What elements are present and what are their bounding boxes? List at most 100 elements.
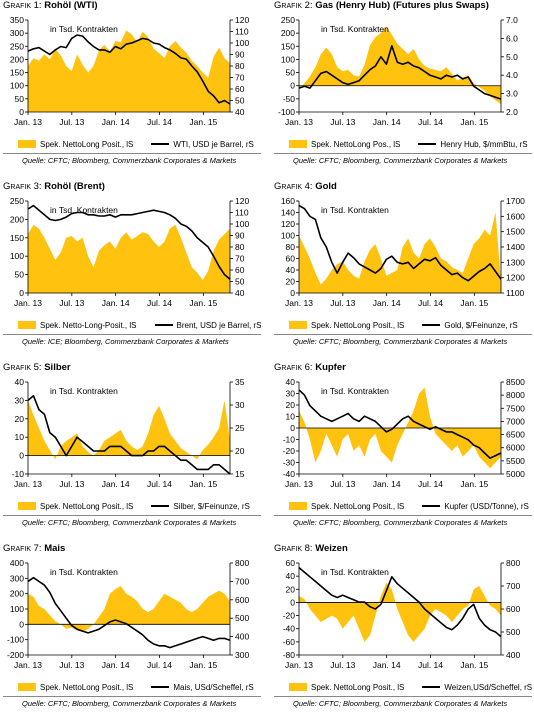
divider-rule: [3, 515, 261, 516]
x-tick-label: Jan. 13: [285, 298, 313, 308]
chart-source: Quelle: CFTC; Bloomberg, Commerzbank Cor…: [22, 518, 236, 527]
right-tick-label: 1300: [506, 257, 525, 267]
right-tick-label: 60: [235, 265, 245, 275]
chart-source: Quelle: CFTC; Bloomberg, Commerzbank Cor…: [22, 156, 236, 165]
right-tick-label: 100: [235, 219, 249, 229]
right-tick-label: 1700: [506, 196, 525, 206]
right-tick-label: 120: [235, 15, 249, 25]
divider-rule: [274, 515, 532, 516]
left-tick-label: -20: [283, 446, 296, 456]
left-tick-label: 10: [15, 432, 25, 442]
chart-title: Grafik 8: Weizen: [274, 543, 348, 554]
divider-rule: [3, 334, 261, 335]
legend-line-label: Weizen,USd/Scheffel, rS: [444, 683, 532, 692]
positions-area: [28, 31, 230, 113]
left-tick-label: 0: [290, 423, 295, 433]
legend-area-swatch: [18, 683, 36, 691]
legend-area-swatch: [18, 502, 36, 510]
left-tick-label: 30: [286, 389, 296, 399]
x-tick-label: Jan. 15: [189, 117, 217, 127]
right-tick-label: 40: [235, 288, 245, 298]
x-tick-label: Jul. 13: [330, 298, 355, 308]
positions-area: [28, 400, 230, 459]
legend-area-label: Spek. NettoLong Pos., lS: [311, 140, 400, 149]
left-tick-label: -40: [283, 624, 296, 634]
left-tick-label: 40: [286, 571, 296, 581]
right-tick-label: 400: [235, 632, 249, 642]
left-tick-label: 100: [281, 54, 295, 64]
legend-line-label: Silber, $/Feinunze, rS: [173, 502, 249, 511]
chart-source: Quelle: ICE; Bloomberg, Commerzbank Corp…: [22, 337, 229, 346]
left-tick-label: -50: [283, 94, 296, 104]
right-tick-label: 5.0: [506, 52, 518, 62]
left-tick-label: 0: [290, 81, 295, 91]
legend-line-label: Mais, USd/Scheffel, rS: [173, 683, 253, 692]
left-tick-label: 400: [10, 558, 24, 568]
legend-line-swatch: [418, 143, 436, 145]
right-tick-label: 60: [235, 84, 245, 94]
right-tick-label: 20: [235, 446, 245, 456]
x-tick-label: Jan. 15: [460, 117, 488, 127]
left-tick-label: 40: [15, 377, 25, 387]
chart-svg: 0204060801001201401601100120013001400150…: [271, 193, 534, 323]
right-tick-label: 25: [235, 423, 245, 433]
x-tick-label: Jan. 14: [102, 298, 130, 308]
right-tick-label: 300: [235, 650, 249, 660]
right-tick-label: 7.0: [506, 15, 518, 25]
right-tick-label: 2.0: [506, 107, 518, 117]
x-tick-label: Jan. 14: [373, 660, 401, 670]
x-tick-label: Jan. 15: [189, 660, 217, 670]
right-tick-label: 8500: [506, 377, 525, 387]
chart-title-prefix: Grafik 4:: [274, 181, 313, 192]
left-tick-label: 100: [10, 81, 24, 91]
right-tick-label: 120: [235, 196, 249, 206]
left-tick-label: 60: [286, 558, 296, 568]
positions-area: [299, 583, 501, 642]
chart-source: Quelle: CFTC; Bloomberg, Commerzbank Cor…: [293, 699, 507, 708]
right-tick-label: 80: [235, 61, 245, 71]
left-tick-label: 50: [15, 270, 25, 280]
left-tick-label: 300: [10, 28, 24, 38]
divider-rule: [3, 696, 261, 697]
legend-line-swatch: [155, 324, 173, 326]
price-line: [28, 396, 230, 474]
x-tick-label: Jan. 15: [189, 298, 217, 308]
right-tick-label: 50: [235, 96, 245, 106]
legend-area-label: Spek. NettoLong Posit., lS: [311, 683, 404, 692]
left-tick-label: 80: [286, 242, 296, 252]
left-tick-label: 140: [281, 208, 295, 218]
right-tick-label: 90: [235, 50, 245, 60]
left-tick-label: 40: [286, 265, 296, 275]
legend-line-swatch: [151, 505, 169, 507]
legend-area-swatch: [289, 502, 307, 510]
inner-label: in Tsd. Kontrakten: [50, 386, 118, 396]
chart-svg: -200-1000100200300400300400500600700800J…: [0, 555, 263, 685]
left-tick-label: 40: [286, 377, 296, 387]
left-tick-label: 100: [281, 231, 295, 241]
x-tick-label: Jul. 13: [59, 479, 84, 489]
x-tick-label: Jan. 14: [102, 660, 130, 670]
chart-title-prefix: Grafik 1:: [3, 0, 42, 11]
legend-area-swatch: [289, 683, 307, 691]
chart-title: Grafik 6: Kupfer: [274, 362, 346, 373]
left-tick-label: 200: [10, 54, 24, 64]
left-tick-label: 200: [281, 28, 295, 38]
chart-title-prefix: Grafik 8:: [274, 543, 313, 554]
x-tick-label: Jul. 13: [330, 479, 355, 489]
legend-area-label: Spek. Netto-Long-Posit., lS: [40, 321, 137, 330]
left-tick-label: 250: [10, 196, 24, 206]
right-tick-label: 3.0: [506, 89, 518, 99]
right-tick-label: 7000: [506, 416, 525, 426]
right-tick-label: 6.0: [506, 33, 518, 43]
chart-title-text: Rohöl (WTI): [42, 0, 98, 11]
right-tick-label: 110: [235, 208, 249, 218]
left-tick-label: 0: [290, 288, 295, 298]
right-tick-label: 110: [235, 27, 249, 37]
x-tick-label: Jul. 14: [147, 479, 172, 489]
